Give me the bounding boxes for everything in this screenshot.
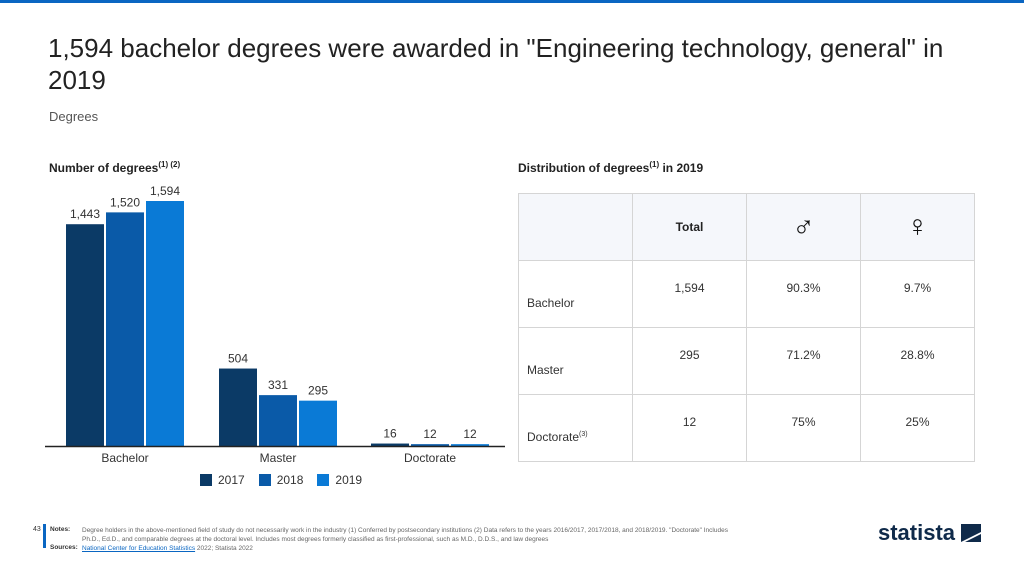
legend-swatch [258,474,271,486]
statista-logo-icon [961,524,982,542]
brand-name: statista [878,520,956,545]
data-label: 12 [463,427,477,441]
page-subtitle: Degrees [49,109,99,124]
header-male: ♂ [746,193,861,261]
source-link[interactable]: National Center for Education Statistics [82,545,196,552]
row-label-text: Bachelor [527,296,575,310]
footer-accent-bar [43,524,46,548]
bar-master-2018 [259,395,297,446]
male-icon: ♂ [792,210,815,243]
bar-doctorate-2019 [451,444,489,446]
statista-logo[interactable]: statista [878,520,982,546]
data-label: 1,520 [110,195,140,209]
table-row: Master 295 71.2% 28.8% [518,327,975,395]
bar-doctorate-2018 [411,444,449,446]
row-label: Master [518,327,633,395]
notes-label: Notes: [50,526,71,533]
bar-bachelor-2018 [106,212,144,446]
sources-label: Sources: [50,544,78,551]
bar-master-2017 [219,368,257,446]
data-label: 16 [383,427,397,441]
x-tick-label: Bachelor [101,451,148,465]
row-label: Bachelor [518,260,633,328]
legend-item-2018[interactable]: 2018 [258,473,304,487]
bar-chart: 1,443 1,520 1,594 Bachelor 504 331 295 Master 16… [45,184,505,465]
source-rest: 2022; Statista 2022 [195,545,253,552]
legend-item-2019[interactable]: 2019 [317,473,362,487]
data-label: 331 [268,378,288,392]
distribution-table: Total ♂ ♀ Bachelor 1,594 90.3% 9.7% Master 2… [518,193,975,462]
cell-total: 12 [632,394,747,462]
legend-label: 2018 [276,473,304,487]
table-heading-sup: (1) [649,160,660,169]
row-label-text: Master [527,363,564,377]
sources-text: National Center for Education Statistics… [82,544,742,553]
cell-male: 90.3% [746,260,861,328]
row-label-text: Doctorate [527,430,580,444]
table-heading: Distribution of degrees(1) in 2019 [518,160,703,175]
table-corner [518,193,633,261]
page-number: 43 [33,526,41,533]
data-label: 1,443 [70,207,100,221]
chart-heading-text: Number of degrees [49,161,159,175]
data-label: 295 [308,384,328,398]
top-accent-bar [0,0,1024,3]
x-tick-label: Doctorate [404,451,456,465]
legend-item-2017[interactable]: 2017 [200,473,245,487]
cell-total: 1,594 [632,260,747,328]
cell-male: 75% [746,394,861,462]
female-icon: ♀ [906,210,929,243]
legend-swatch [200,474,212,486]
data-label: 504 [228,352,248,366]
chart-legend: 2017 2018 2019 [200,473,362,487]
cell-total: 295 [632,327,747,395]
legend-label: 2019 [335,473,363,487]
chart-heading-sup: (1) (2) [158,160,181,169]
cell-male: 71.2% [746,327,861,395]
cell-female: 9.7% [860,260,975,328]
cell-female: 28.8% [860,327,975,395]
cell-female: 25% [860,394,975,462]
header-female: ♀ [860,193,975,261]
bar-bachelor-2017 [66,224,104,446]
table-row: Doctorate(3) 12 75% 25% [518,394,975,462]
legend-label: 2017 [218,473,245,487]
header-total: Total [632,193,747,261]
data-label: 1,594 [150,184,180,198]
page-title: 1,594 bachelor degrees were awarded in "… [48,33,944,95]
bar-bachelor-2019 [146,201,184,446]
x-tick-label: Master [260,451,297,465]
row-label-sup: (3) [579,431,588,438]
bar-master-2019 [299,400,337,446]
legend-swatch [317,474,330,486]
notes-text: Degree holders in the above-mentioned fi… [82,527,728,543]
table-heading-text: Distribution of degrees [518,161,650,175]
chart-heading: Number of degrees(1) (2) [49,160,180,175]
row-label: Doctorate(3) [518,394,633,462]
table-heading-suffix: in 2019 [659,161,704,175]
table-row: Bachelor 1,594 90.3% 9.7% [518,260,975,328]
bar-doctorate-2017 [371,443,409,446]
data-label: 12 [423,427,437,441]
